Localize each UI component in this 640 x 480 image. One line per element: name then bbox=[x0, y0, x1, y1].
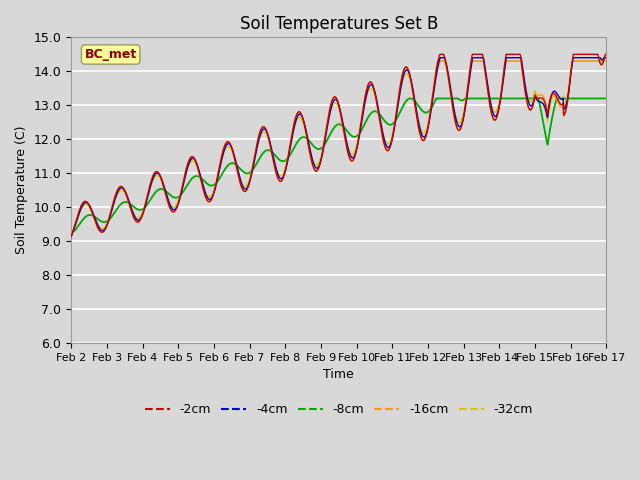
Text: BC_met: BC_met bbox=[84, 48, 137, 61]
X-axis label: Time: Time bbox=[323, 368, 354, 381]
Title: Soil Temperatures Set B: Soil Temperatures Set B bbox=[239, 15, 438, 33]
Legend: -2cm, -4cm, -8cm, -16cm, -32cm: -2cm, -4cm, -8cm, -16cm, -32cm bbox=[140, 398, 538, 421]
Y-axis label: Soil Temperature (C): Soil Temperature (C) bbox=[15, 126, 28, 254]
